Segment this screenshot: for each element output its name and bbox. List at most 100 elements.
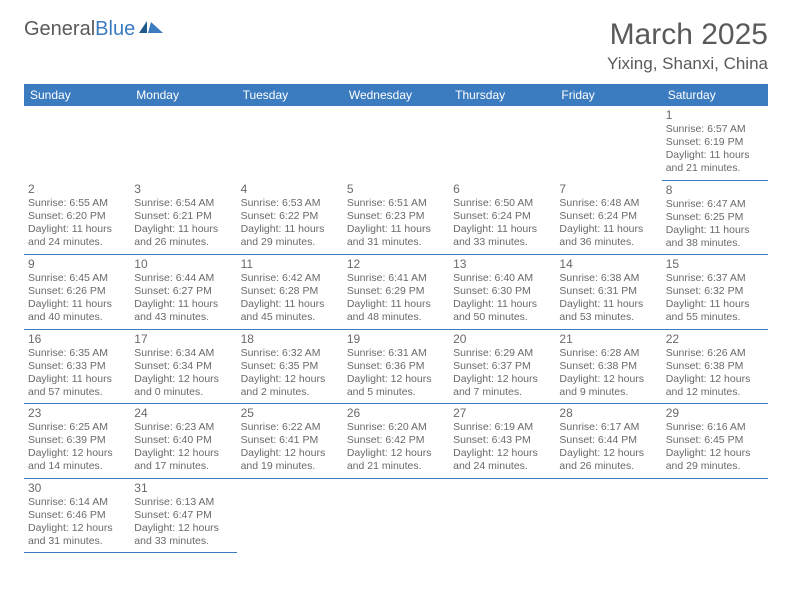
day-detail: Daylight: 11 hours: [241, 223, 339, 236]
calendar-cell: 10Sunrise: 6:44 AMSunset: 6:27 PMDayligh…: [130, 255, 236, 330]
calendar-cell: 2Sunrise: 6:55 AMSunset: 6:20 PMDaylight…: [24, 180, 130, 255]
day-detail: Sunrise: 6:29 AM: [453, 347, 551, 360]
calendar-row: 2Sunrise: 6:55 AMSunset: 6:20 PMDaylight…: [24, 180, 768, 255]
day-detail: Sunset: 6:22 PM: [241, 210, 339, 223]
day-detail: and 36 minutes.: [559, 236, 657, 249]
calendar-cell: 12Sunrise: 6:41 AMSunset: 6:29 PMDayligh…: [343, 255, 449, 330]
calendar-cell: 5Sunrise: 6:51 AMSunset: 6:23 PMDaylight…: [343, 180, 449, 255]
day-number: 29: [666, 406, 764, 420]
calendar-cell: 29Sunrise: 6:16 AMSunset: 6:45 PMDayligh…: [662, 404, 768, 479]
day-detail: Sunset: 6:24 PM: [453, 210, 551, 223]
day-detail: Sunrise: 6:48 AM: [559, 197, 657, 210]
day-detail: Daylight: 11 hours: [241, 298, 339, 311]
day-detail: Sunset: 6:33 PM: [28, 360, 126, 373]
day-number: 20: [453, 332, 551, 346]
weekday-header: Saturday: [662, 84, 768, 106]
calendar-cell-empty: [662, 478, 768, 553]
day-detail: Daylight: 11 hours: [28, 373, 126, 386]
calendar-cell-empty: [130, 106, 236, 180]
day-number: 1: [666, 108, 764, 122]
day-detail: Sunrise: 6:19 AM: [453, 421, 551, 434]
calendar-cell-empty: [343, 478, 449, 553]
calendar-row: 1Sunrise: 6:57 AMSunset: 6:19 PMDaylight…: [24, 106, 768, 180]
day-number: 19: [347, 332, 445, 346]
day-detail: and 5 minutes.: [347, 386, 445, 399]
day-detail: Daylight: 11 hours: [666, 224, 764, 237]
calendar-cell-empty: [449, 106, 555, 180]
day-detail: Sunset: 6:38 PM: [559, 360, 657, 373]
calendar-cell: 13Sunrise: 6:40 AMSunset: 6:30 PMDayligh…: [449, 255, 555, 330]
calendar-row: 30Sunrise: 6:14 AMSunset: 6:46 PMDayligh…: [24, 478, 768, 553]
day-detail: Sunset: 6:44 PM: [559, 434, 657, 447]
day-detail: Daylight: 11 hours: [453, 298, 551, 311]
day-detail: Sunset: 6:47 PM: [134, 509, 232, 522]
calendar-cell: 18Sunrise: 6:32 AMSunset: 6:35 PMDayligh…: [237, 329, 343, 404]
day-number: 22: [666, 332, 764, 346]
day-number: 27: [453, 406, 551, 420]
day-detail: Sunrise: 6:44 AM: [134, 272, 232, 285]
day-detail: Sunrise: 6:32 AM: [241, 347, 339, 360]
day-number: 7: [559, 182, 657, 196]
day-detail: Sunrise: 6:55 AM: [28, 197, 126, 210]
day-detail: Daylight: 12 hours: [28, 447, 126, 460]
day-detail: Sunset: 6:27 PM: [134, 285, 232, 298]
day-detail: Sunrise: 6:42 AM: [241, 272, 339, 285]
day-detail: Sunset: 6:37 PM: [453, 360, 551, 373]
day-detail: Sunrise: 6:28 AM: [559, 347, 657, 360]
day-number: 9: [28, 257, 126, 271]
weekday-header: Wednesday: [343, 84, 449, 106]
day-detail: and 12 minutes.: [666, 386, 764, 399]
calendar-cell: 14Sunrise: 6:38 AMSunset: 6:31 PMDayligh…: [555, 255, 661, 330]
day-detail: and 40 minutes.: [28, 311, 126, 324]
day-detail: Sunrise: 6:16 AM: [666, 421, 764, 434]
calendar-cell: 16Sunrise: 6:35 AMSunset: 6:33 PMDayligh…: [24, 329, 130, 404]
calendar-cell-empty: [555, 478, 661, 553]
calendar-cell: 28Sunrise: 6:17 AMSunset: 6:44 PMDayligh…: [555, 404, 661, 479]
calendar-row: 16Sunrise: 6:35 AMSunset: 6:33 PMDayligh…: [24, 329, 768, 404]
day-detail: Daylight: 12 hours: [28, 522, 126, 535]
day-detail: and 38 minutes.: [666, 237, 764, 250]
day-detail: Daylight: 12 hours: [241, 447, 339, 460]
day-detail: and 26 minutes.: [134, 236, 232, 249]
day-detail: and 21 minutes.: [666, 162, 764, 175]
day-detail: Sunset: 6:30 PM: [453, 285, 551, 298]
day-detail: Daylight: 12 hours: [241, 373, 339, 386]
calendar-cell-empty: [449, 478, 555, 553]
day-detail: Sunrise: 6:45 AM: [28, 272, 126, 285]
calendar-cell: 24Sunrise: 6:23 AMSunset: 6:40 PMDayligh…: [130, 404, 236, 479]
day-detail: Sunrise: 6:23 AM: [134, 421, 232, 434]
day-detail: Sunset: 6:19 PM: [666, 136, 764, 149]
day-detail: Daylight: 12 hours: [347, 447, 445, 460]
calendar-cell: 9Sunrise: 6:45 AMSunset: 6:26 PMDaylight…: [24, 255, 130, 330]
day-number: 12: [347, 257, 445, 271]
calendar-cell-empty: [237, 478, 343, 553]
day-detail: Sunset: 6:20 PM: [28, 210, 126, 223]
day-detail: Daylight: 11 hours: [559, 298, 657, 311]
calendar-cell: 17Sunrise: 6:34 AMSunset: 6:34 PMDayligh…: [130, 329, 236, 404]
day-detail: Sunrise: 6:34 AM: [134, 347, 232, 360]
day-detail: Sunrise: 6:47 AM: [666, 198, 764, 211]
day-detail: Sunrise: 6:17 AM: [559, 421, 657, 434]
calendar-cell: 6Sunrise: 6:50 AMSunset: 6:24 PMDaylight…: [449, 180, 555, 255]
day-detail: Sunset: 6:38 PM: [666, 360, 764, 373]
day-detail: Sunrise: 6:31 AM: [347, 347, 445, 360]
day-detail: Sunrise: 6:37 AM: [666, 272, 764, 285]
page-title: March 2025: [607, 18, 768, 52]
logo-part1: General: [24, 18, 95, 40]
day-detail: and 24 minutes.: [28, 236, 126, 249]
day-detail: Sunset: 6:35 PM: [241, 360, 339, 373]
day-detail: Sunrise: 6:40 AM: [453, 272, 551, 285]
day-detail: Sunrise: 6:51 AM: [347, 197, 445, 210]
day-detail: Sunset: 6:32 PM: [666, 285, 764, 298]
calendar-cell: 26Sunrise: 6:20 AMSunset: 6:42 PMDayligh…: [343, 404, 449, 479]
day-number: 17: [134, 332, 232, 346]
day-detail: Sunrise: 6:14 AM: [28, 496, 126, 509]
day-number: 4: [241, 182, 339, 196]
day-number: 6: [453, 182, 551, 196]
day-number: 21: [559, 332, 657, 346]
day-number: 24: [134, 406, 232, 420]
day-detail: Daylight: 11 hours: [453, 223, 551, 236]
calendar-cell: 31Sunrise: 6:13 AMSunset: 6:47 PMDayligh…: [130, 478, 236, 553]
day-detail: and 31 minutes.: [28, 535, 126, 548]
day-detail: Sunset: 6:46 PM: [28, 509, 126, 522]
